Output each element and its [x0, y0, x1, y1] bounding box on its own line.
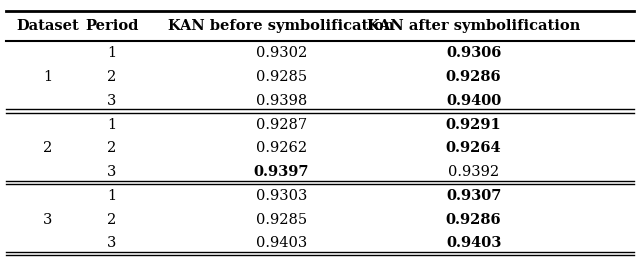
Text: KAN before symbolification: KAN before symbolification	[168, 19, 395, 33]
Text: 0.9285: 0.9285	[256, 70, 307, 84]
Text: 0.9285: 0.9285	[256, 213, 307, 227]
Text: 0.9264: 0.9264	[446, 141, 501, 155]
Text: 0.9307: 0.9307	[446, 189, 501, 203]
Text: 3: 3	[108, 236, 116, 251]
Text: 1: 1	[108, 46, 116, 60]
Text: 0.9403: 0.9403	[256, 236, 307, 251]
Text: 0.9286: 0.9286	[446, 70, 501, 84]
Text: 0.9262: 0.9262	[256, 141, 307, 155]
Text: 2: 2	[108, 70, 116, 84]
Text: KAN after symbolification: KAN after symbolification	[367, 19, 580, 33]
Text: 3: 3	[108, 94, 116, 108]
Text: 0.9392: 0.9392	[448, 165, 499, 179]
Text: Period: Period	[85, 19, 139, 33]
Text: 2: 2	[108, 141, 116, 155]
Text: 1: 1	[44, 70, 52, 84]
Text: 0.9400: 0.9400	[446, 94, 501, 108]
Text: 0.9403: 0.9403	[446, 236, 501, 251]
Text: 0.9286: 0.9286	[446, 213, 501, 227]
Text: 3: 3	[44, 213, 52, 227]
Text: 0.9287: 0.9287	[256, 118, 307, 131]
Text: 1: 1	[108, 189, 116, 203]
Text: 0.9306: 0.9306	[446, 46, 501, 60]
Text: 0.9302: 0.9302	[256, 46, 307, 60]
Text: 1: 1	[108, 118, 116, 131]
Text: 2: 2	[108, 213, 116, 227]
Text: 2: 2	[44, 141, 52, 155]
Text: 0.9398: 0.9398	[256, 94, 307, 108]
Text: 3: 3	[108, 165, 116, 179]
Text: Dataset: Dataset	[17, 19, 79, 33]
Text: 0.9397: 0.9397	[254, 165, 309, 179]
Text: 0.9291: 0.9291	[445, 118, 502, 131]
Text: 0.9303: 0.9303	[256, 189, 307, 203]
